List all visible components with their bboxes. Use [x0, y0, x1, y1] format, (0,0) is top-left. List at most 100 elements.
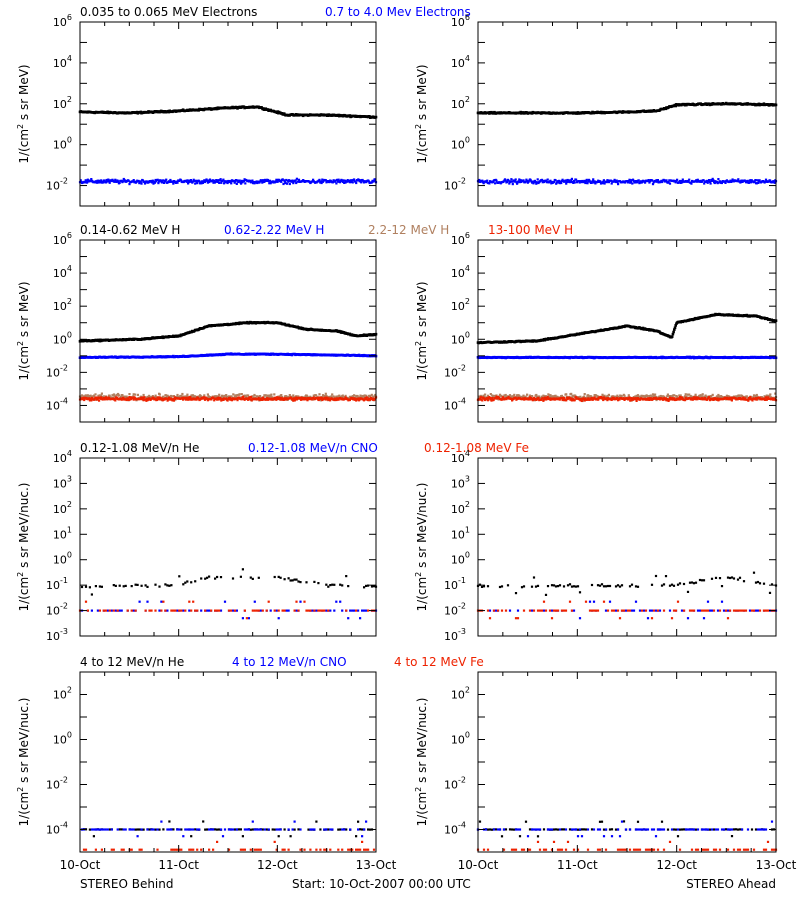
data-point: [270, 393, 273, 396]
data-point: [324, 394, 327, 398]
data-point: [696, 180, 699, 183]
data-point: [590, 395, 593, 398]
data-point: [643, 180, 646, 183]
data-point: [509, 395, 512, 398]
data-point: [273, 398, 276, 401]
y-tick-exponent: 4: [67, 54, 72, 63]
data-point: [268, 394, 272, 397]
data-point: [309, 395, 312, 398]
data-point: [750, 179, 753, 182]
data-point: [529, 178, 532, 181]
data-point: [338, 394, 341, 397]
data-point: [259, 397, 262, 400]
y-tick-exponent: 6: [67, 231, 72, 240]
data-point: [668, 395, 672, 398]
data-point: [263, 394, 266, 397]
y-tick-exponent: -4: [60, 396, 68, 405]
data-point: [239, 181, 242, 184]
data-point: [253, 182, 256, 185]
data-point: [482, 394, 485, 397]
data-point: [582, 181, 586, 184]
y-tick-exponent: 4: [67, 264, 72, 273]
data-point: [156, 178, 159, 181]
data-point: [573, 399, 576, 402]
data-point: [708, 180, 711, 184]
data-point: [216, 398, 219, 401]
data-point: [95, 396, 98, 399]
data-point: [501, 397, 504, 400]
data-point: [194, 395, 197, 398]
data-point: [651, 393, 655, 396]
data-point: [511, 396, 514, 399]
y-tick-label: 104: [53, 54, 72, 70]
data-point: [706, 181, 709, 184]
data-point: [250, 180, 253, 184]
data-point: [548, 397, 551, 400]
data-point: [261, 396, 265, 399]
data-point: [683, 395, 687, 398]
data-point: [533, 179, 536, 182]
y-tick-base: 10: [451, 57, 465, 70]
data-point: [170, 395, 173, 398]
data-point: [583, 179, 586, 182]
data-point: [338, 181, 342, 184]
y-tick-label: 100: [53, 136, 72, 152]
data-point: [604, 396, 608, 399]
data-point: [222, 178, 225, 181]
data-point: [128, 393, 131, 396]
data-point: [199, 395, 202, 398]
data-point: [636, 181, 639, 184]
data-point: [642, 394, 645, 398]
data-point: [306, 399, 309, 402]
data-point: [570, 399, 573, 402]
data-point: [146, 181, 149, 184]
data-point: [274, 180, 277, 183]
data-point: [222, 396, 225, 399]
data-point: [104, 397, 107, 400]
y-tick-base: 10: [451, 16, 465, 29]
data-point: [651, 395, 654, 398]
data-point: [555, 181, 558, 184]
data-point: [283, 180, 286, 183]
y-label-part: 1/(cm: [415, 129, 429, 164]
data-point: [321, 180, 325, 183]
y-tick-exponent: -2: [60, 363, 68, 372]
data-point: [675, 179, 678, 183]
data-point: [351, 181, 354, 184]
data-point: [522, 179, 525, 182]
data-point: [242, 395, 245, 398]
data-point: [567, 179, 571, 182]
data-point: [212, 181, 215, 184]
y-tick-label: 102: [53, 95, 72, 111]
data-point: [543, 398, 546, 401]
y-tick-label: 104: [53, 264, 72, 280]
data-point: [610, 182, 613, 185]
data-point: [580, 398, 583, 401]
data-point: [275, 178, 278, 181]
data-point: [158, 393, 161, 396]
data-point: [620, 395, 623, 398]
data-point: [646, 395, 649, 398]
y-label-part: s sr MeV): [17, 64, 31, 124]
data-point: [549, 179, 552, 182]
data-point: [356, 394, 359, 398]
data-point: [513, 393, 516, 396]
data-point: [681, 178, 684, 181]
data-point: [729, 179, 732, 182]
data-point: [587, 394, 590, 397]
data-point: [251, 179, 254, 182]
data-point: [661, 180, 664, 184]
data-point: [189, 180, 192, 183]
data-point: [164, 180, 167, 183]
data-point: [131, 397, 135, 400]
y-label-part: s sr MeV): [415, 64, 429, 124]
data-point: [292, 399, 295, 402]
data-point: [575, 178, 578, 181]
data-point: [132, 393, 135, 396]
data-point: [570, 397, 573, 400]
data-point: [90, 396, 94, 400]
data-point: [276, 110, 280, 113]
data-point: [660, 395, 663, 399]
data-point: [496, 397, 499, 400]
data-point: [550, 395, 554, 398]
